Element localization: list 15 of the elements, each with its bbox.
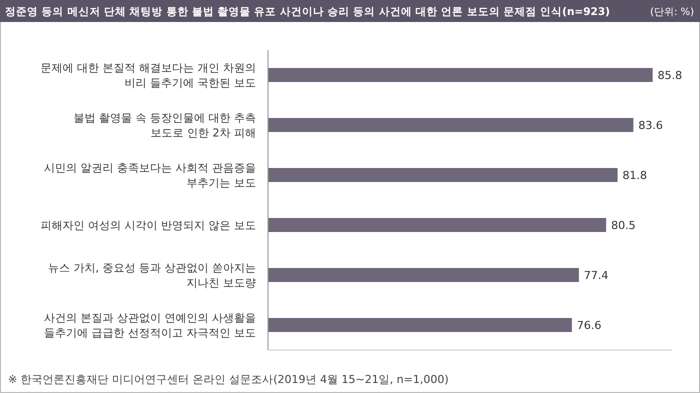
data-label: 81.8 <box>622 169 648 182</box>
data-label: 80.5 <box>611 219 636 232</box>
y-tick-label: 사건의 본질과 상관없이 연예인의 사생활을 들추기에 급급한 선정적이고 자극적인 보도 <box>44 312 256 340</box>
y-tick-label: 뉴스 가치, 중요성 등과 상관없이 쏟아지는 지나친 보도량 <box>48 262 256 290</box>
data-label: 76.6 <box>576 319 602 332</box>
data-label: 83.6 <box>638 119 663 132</box>
text: (단위: %) <box>650 7 694 18</box>
y-tick-label: 불법 촬영물 속 등장인물에 대한 추측 보도로 인한 2차 피해 <box>74 112 256 140</box>
y-tick-label: 문제에 대한 본질적 해결보다는 개인 차원의 비리 들추기에 국한된 보도 <box>40 62 256 90</box>
data-label: 85.8 <box>658 69 682 82</box>
chart-title: 정준영 등의 메신저 단체 채팅방 통한 불법 촬영물 유포 사건이나 승리 등의 사건에 대한 언론 보도의 문제점 인식(n=923) <box>5 6 610 18</box>
text: ※ 한국언론진흥재단 미디어연구센터 온라인 설문조사(2019년 4월 15~21일, n=1,000) <box>8 373 449 386</box>
y-tick-label: 시민의 알권리 충족보다는 사회적 관음증을 부추기는 보도 <box>44 162 256 190</box>
y-tick-label: 피해자인 여성의 시각이 반영되지 않은 보도 <box>40 219 256 232</box>
data-label: 77.4 <box>584 269 608 282</box>
